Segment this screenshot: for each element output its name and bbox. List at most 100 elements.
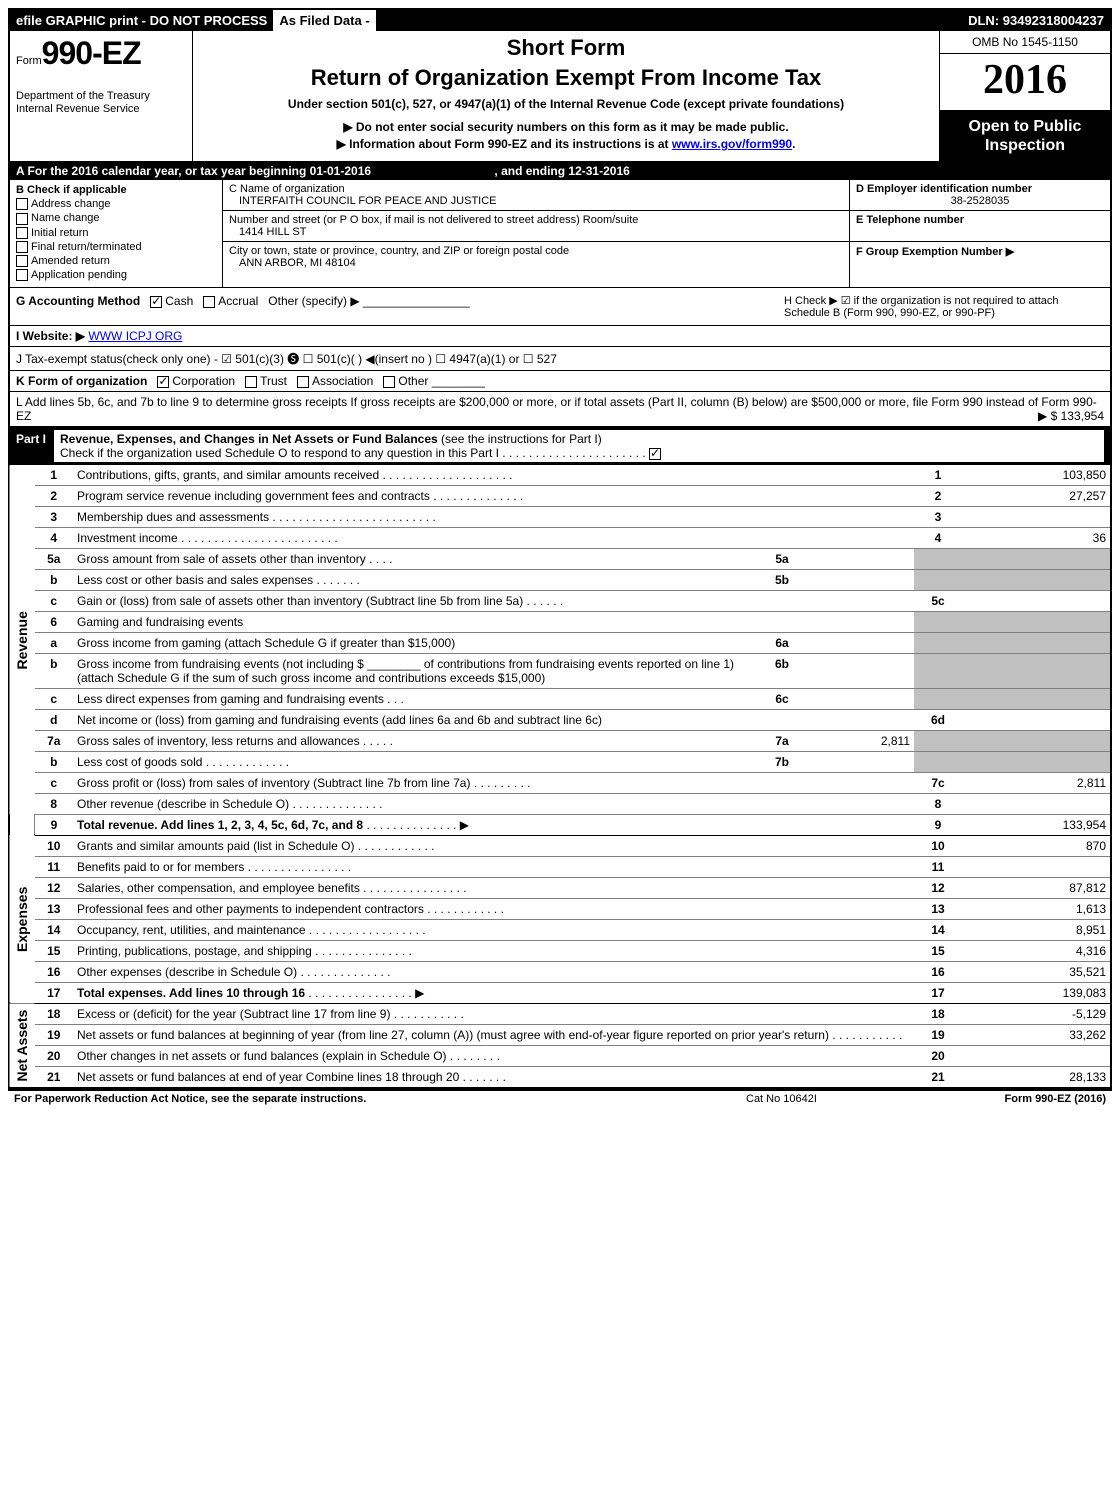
checkbox-schedule-o[interactable] [649, 448, 661, 460]
lines-table: Revenue 1 Contributions, gifts, grants, … [10, 465, 1110, 1089]
l-amount: 133,954 [1061, 409, 1104, 423]
section-a-text: A For the 2016 calendar year, or tax yea… [16, 164, 371, 178]
dln-value: 93492318004237 [1003, 13, 1104, 28]
header-left: Form990-EZ Department of the Treasury In… [10, 31, 193, 161]
checkbox-corp[interactable] [157, 376, 169, 388]
line-6b: b Gross income from fundraising events (… [10, 653, 1110, 688]
c-street-label: Number and street (or P O box, if mail i… [229, 214, 843, 226]
checkbox-addr-change[interactable] [16, 198, 28, 210]
line-17: 17 Total expenses. Add lines 10 through … [10, 982, 1110, 1003]
line-7b: b Less cost of goods sold . . . . . . . … [10, 751, 1110, 772]
footer-formref: Form 990-EZ (2016) [926, 1093, 1106, 1105]
line-5c: c Gain or (loss) from sale of assets oth… [10, 590, 1110, 611]
checkbox-pending[interactable] [16, 269, 28, 281]
footer-paperwork: For Paperwork Reduction Act Notice, see … [14, 1093, 746, 1105]
j-text: J Tax-exempt status(check only one) - ☑ … [16, 352, 557, 366]
line-18: Net Assets 18 Excess or (deficit) for th… [10, 1003, 1110, 1024]
line-6c: c Less direct expenses from gaming and f… [10, 688, 1110, 709]
line-3: 3 Membership dues and assessments . . . … [10, 506, 1110, 527]
checkbox-name-change[interactable] [16, 213, 28, 225]
part1-label: Part I [16, 432, 54, 446]
row-g: G Accounting Method Cash Accrual Other (… [10, 288, 1110, 326]
checkbox-trust[interactable] [245, 376, 257, 388]
footer-catno: Cat No 10642I [746, 1093, 926, 1105]
line-14: 14 Occupancy, rent, utilities, and maint… [10, 919, 1110, 940]
h-text: H Check ▶ ☑ if the organization is not r… [784, 294, 1104, 319]
instructions: ▶ Do not enter social security numbers o… [203, 119, 929, 153]
column-d: D Employer identification number 38-2528… [850, 180, 1110, 287]
checkbox-amended[interactable] [16, 255, 28, 267]
website-link[interactable]: WWW ICPJ ORG [88, 329, 182, 343]
section-a-bar: A For the 2016 calendar year, or tax yea… [10, 162, 1110, 180]
part1-header: Part I Revenue, Expenses, and Changes in… [10, 427, 1110, 465]
line-6: 6 Gaming and fundraising events [10, 611, 1110, 632]
line-11: 11 Benefits paid to or for members . . .… [10, 856, 1110, 877]
checkbox-final[interactable] [16, 241, 28, 253]
dln-label: DLN: [968, 13, 999, 28]
k-label: K Form of organization [16, 374, 147, 388]
form-990ez-page: efile GRAPHIC print - DO NOT PROCESS As … [8, 8, 1112, 1091]
org-city: ANN ARBOR, MI 48104 [229, 257, 843, 269]
short-form-title: Short Form [203, 35, 929, 61]
vlabel-netassets: Net Assets [10, 1003, 35, 1088]
row-j: J Tax-exempt status(check only one) - ☑ … [10, 347, 1110, 371]
e-phone-label: E Telephone number [856, 214, 1104, 226]
checkbox-assoc[interactable] [297, 376, 309, 388]
line-19: 19 Net assets or fund balances at beginn… [10, 1024, 1110, 1045]
as-filed-text: As Filed Data - [273, 10, 395, 31]
line-1: Revenue 1 Contributions, gifts, grants, … [10, 465, 1110, 486]
l-amount-label: ▶ $ [1038, 409, 1057, 423]
c-name-label: C Name of organization [229, 183, 843, 195]
efile-text: efile GRAPHIC print - DO NOT PROCESS [10, 10, 273, 31]
org-name: INTERFAITH COUNCIL FOR PEACE AND JUSTICE [229, 195, 843, 207]
line-12: 12 Salaries, other compensation, and emp… [10, 877, 1110, 898]
d-ein-label: D Employer identification number [856, 183, 1104, 195]
row-k: K Form of organization Corporation Trust… [10, 371, 1110, 392]
form-header: Form990-EZ Department of the Treasury In… [10, 31, 1110, 162]
tax-year: 2016 [940, 54, 1110, 111]
section-a-ending: , and ending 12-31-2016 [494, 164, 629, 178]
header-center: Short Form Return of Organization Exempt… [193, 31, 940, 161]
instr-line2: ▶ Information about Form 990-EZ and its … [203, 136, 929, 153]
line-2: 2 Program service revenue including gove… [10, 485, 1110, 506]
line-6d: d Net income or (loss) from gaming and f… [10, 709, 1110, 730]
l-text: L Add lines 5b, 6c, and 7b to line 9 to … [16, 395, 1097, 423]
i-label: I Website: ▶ [16, 329, 85, 343]
d-ein: 38-2528035 [856, 195, 1104, 207]
line-10: Expenses 10 Grants and similar amounts p… [10, 835, 1110, 856]
f-group-label: F Group Exemption Number ▶ [856, 245, 1104, 258]
column-b: B Check if applicable Address change Nam… [10, 180, 223, 287]
form-prefix: Form [16, 55, 42, 67]
header-right: OMB No 1545-1150 2016 Open to Public Ins… [940, 31, 1110, 161]
line-16: 16 Other expenses (describe in Schedule … [10, 961, 1110, 982]
checkbox-other[interactable] [383, 376, 395, 388]
dept-line1: Department of the Treasury [16, 90, 186, 103]
open-to-public: Open to Public Inspection [940, 111, 1110, 161]
checkbox-cash[interactable] [150, 296, 162, 308]
b-header: B Check if applicable [16, 184, 216, 196]
line-7a: 7a Gross sales of inventory, less return… [10, 730, 1110, 751]
line-15: 15 Printing, publications, postage, and … [10, 940, 1110, 961]
open-public-1: Open to Public [944, 117, 1106, 136]
irs-link[interactable]: www.irs.gov/form990 [672, 137, 792, 151]
line-5b: b Less cost or other basis and sales exp… [10, 569, 1110, 590]
page-footer: For Paperwork Reduction Act Notice, see … [8, 1091, 1112, 1107]
efile-header-bar: efile GRAPHIC print - DO NOT PROCESS As … [10, 10, 1110, 31]
line-7c: c Gross profit or (loss) from sales of i… [10, 772, 1110, 793]
c-city-label: City or town, state or province, country… [229, 245, 843, 257]
dln: DLN: 93492318004237 [962, 10, 1110, 31]
line-4: 4 Investment income . . . . . . . . . . … [10, 527, 1110, 548]
line-8: 8 Other revenue (describe in Schedule O)… [10, 793, 1110, 814]
dept-treasury: Department of the Treasury Internal Reve… [16, 90, 186, 116]
checkbox-accrual[interactable] [203, 296, 215, 308]
checkbox-initial[interactable] [16, 227, 28, 239]
line-21: 21 Net assets or fund balances at end of… [10, 1066, 1110, 1088]
part1-desc: Revenue, Expenses, and Changes in Net As… [54, 430, 1104, 462]
vlabel-revenue: Revenue [10, 465, 35, 815]
dept-line2: Internal Revenue Service [16, 103, 186, 116]
omb-number: OMB No 1545-1150 [940, 31, 1110, 54]
form-number: 990-EZ [42, 35, 141, 71]
instr-line1: ▶ Do not enter social security numbers o… [203, 119, 929, 136]
line-5a: 5a Gross amount from sale of assets othe… [10, 548, 1110, 569]
line-13: 13 Professional fees and other payments … [10, 898, 1110, 919]
